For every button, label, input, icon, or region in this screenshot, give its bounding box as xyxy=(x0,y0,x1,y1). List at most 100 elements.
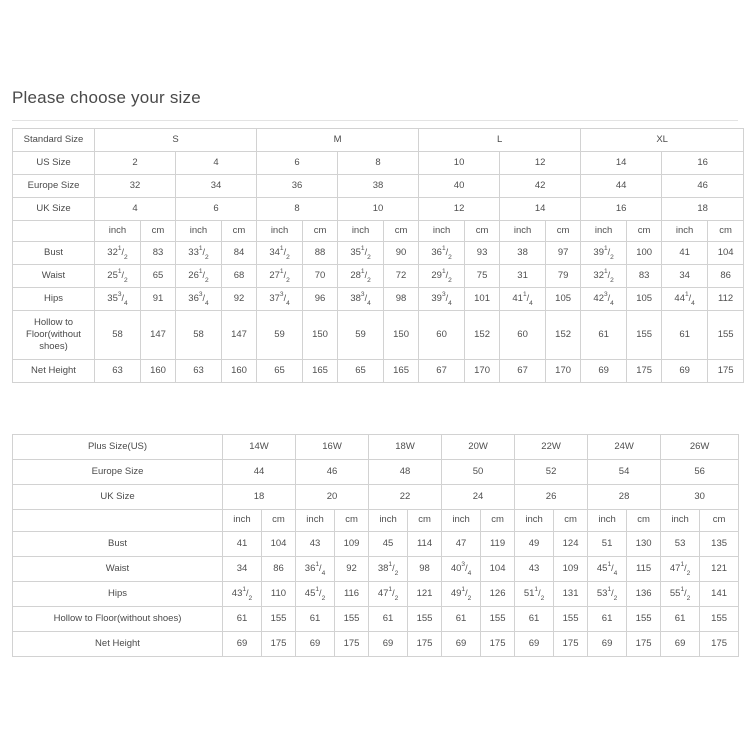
hips-cm-value: 98 xyxy=(383,287,420,311)
title-divider xyxy=(12,120,738,121)
bust-cm-value: 84 xyxy=(220,241,258,265)
plus-row-net-height: Net Height 69 175 69 175 69 175 69 175 69 175 69 175… xyxy=(12,631,740,657)
hips-cm-value: 105 xyxy=(545,287,582,311)
europe-size-value: 44 xyxy=(580,174,663,198)
size-group-header-xl: XL xyxy=(580,128,745,152)
hollow-to-floor-inch-value: 61 xyxy=(661,310,709,360)
plus-hips-cm-value: 116 xyxy=(334,581,370,607)
uk-size-value: 8 xyxy=(256,197,339,221)
plus-hollow-to-floor-cm-value: 155 xyxy=(553,606,589,632)
hollow-to-floor-cm-value: 150 xyxy=(302,310,339,360)
plus-waist-cm-value: 121 xyxy=(699,556,740,582)
row-label-europe-size: Europe Size xyxy=(12,174,95,198)
plus-plus-size-value: 22W xyxy=(514,434,589,460)
hips-cm-value: 96 xyxy=(302,287,339,311)
plus-row-hips: Hips 431/2 110 451/2 116 471/2 121 491/2 126 511/… xyxy=(12,581,740,607)
plus-net-height-inch-value: 69 xyxy=(587,631,628,657)
hips-inch-value: 393/4 xyxy=(418,287,466,311)
net-height-inch-value: 67 xyxy=(418,359,466,383)
hips-cm-value: 112 xyxy=(707,287,745,311)
plus-row-hollow-to-floor: Hollow to Floor(without shoes) 61 155 61 155… xyxy=(12,606,740,632)
hips-inch-value: 441/4 xyxy=(661,287,709,311)
waist-cm-value: 83 xyxy=(626,264,663,288)
waist-inch-value: 261/2 xyxy=(175,264,222,288)
unit-label-inch: inch xyxy=(661,220,709,242)
plus-unit-label-inch: inch xyxy=(587,509,628,532)
waist-inch-value: 321/2 xyxy=(580,264,628,288)
plus-net-height-inch-value: 69 xyxy=(660,631,701,657)
plus-waist-cm-value: 115 xyxy=(626,556,662,582)
plus-row-label-europe-size: Europe Size xyxy=(12,459,223,485)
row-label-net-height: Net Height xyxy=(12,359,95,383)
plus-waist-cm-value: 92 xyxy=(334,556,370,582)
unit-label-inch: inch xyxy=(580,220,628,242)
uk-size-value: 6 xyxy=(174,197,258,221)
us-size-value: 14 xyxy=(580,151,663,175)
uk-size-value: 10 xyxy=(337,197,420,221)
plus-net-height-cm-value: 175 xyxy=(480,631,516,657)
size-group-header-l: L xyxy=(418,128,582,152)
plus-unit-label-cm: cm xyxy=(334,509,370,532)
plus-unit-label-cm: cm xyxy=(407,509,443,532)
plus-bust-inch-value: 43 xyxy=(295,531,336,557)
hollow-to-floor-inch-value: 60 xyxy=(499,310,547,360)
plus-hips-inch-value: 431/2 xyxy=(222,581,262,607)
plus-bust-cm-value: 119 xyxy=(480,531,516,557)
plus-unit-label-cm: cm xyxy=(260,509,297,532)
standard-size-table: Standard Size S M L XL US Size 2 4 6 8 10 12 14 16 Eur… xyxy=(12,128,745,383)
plus-waist-cm-value: 86 xyxy=(260,556,297,582)
plus-units-row: inch cm inch cm inch cm inch cm inch cm inch cm inch… xyxy=(12,509,740,532)
plus-hips-cm-value: 121 xyxy=(407,581,443,607)
bust-inch-value: 391/2 xyxy=(580,241,628,265)
plus-europe-size-value: 50 xyxy=(441,459,516,485)
net-height-cm-value: 175 xyxy=(626,359,663,383)
waist-inch-value: 34 xyxy=(661,264,709,288)
hollow-to-floor-inch-value: 58 xyxy=(94,310,141,360)
standard-row-hollow-to-floor: Hollow to Floor(without shoes) 58 147 58 147… xyxy=(12,310,745,360)
uk-size-value: 18 xyxy=(661,197,745,221)
plus-waist-cm-value: 104 xyxy=(480,556,516,582)
bust-inch-value: 38 xyxy=(499,241,547,265)
hips-inch-value: 411/4 xyxy=(499,287,547,311)
plus-row-waist: Waist 34 86 361/4 92 381/2 98 403/4 104 43 109 451/… xyxy=(12,556,740,582)
hollow-to-floor-inch-value: 59 xyxy=(337,310,385,360)
bust-inch-value: 41 xyxy=(661,241,709,265)
hips-cm-value: 105 xyxy=(626,287,663,311)
waist-cm-value: 86 xyxy=(707,264,745,288)
standard-row-europe-size: Europe Size 32 34 36 38 40 42 44 46 xyxy=(12,174,745,198)
standard-row-bust: Bust 321/2 83 331/2 84 341/2 88 351/2 90 361/2 93 3… xyxy=(12,241,745,265)
plus-row-europe-size: Europe Size 44 46 48 50 52 54 56 xyxy=(12,459,740,485)
plus-waist-inch-value: 361/4 xyxy=(295,556,336,582)
plus-uk-size-value: 24 xyxy=(441,484,516,510)
standard-size-corner-label: Standard Size xyxy=(12,128,95,152)
plus-bust-cm-value: 104 xyxy=(260,531,297,557)
plus-unit-label-inch: inch xyxy=(660,509,701,532)
hollow-to-floor-inch-value: 61 xyxy=(580,310,628,360)
plus-hollow-to-floor-cm-value: 155 xyxy=(699,606,740,632)
plus-bust-inch-value: 47 xyxy=(441,531,482,557)
bust-cm-value: 100 xyxy=(626,241,663,265)
plus-hips-inch-value: 451/2 xyxy=(295,581,336,607)
plus-europe-size-value: 48 xyxy=(368,459,443,485)
plus-net-height-cm-value: 175 xyxy=(260,631,297,657)
plus-net-height-inch-value: 69 xyxy=(222,631,262,657)
hips-inch-value: 353/4 xyxy=(94,287,141,311)
bust-cm-value: 90 xyxy=(383,241,420,265)
plus-row-label-bust: Bust xyxy=(12,531,223,557)
plus-unit-label-inch: inch xyxy=(368,509,409,532)
uk-size-value: 16 xyxy=(580,197,663,221)
us-size-value: 4 xyxy=(174,151,258,175)
plus-hollow-to-floor-inch-value: 61 xyxy=(587,606,628,632)
unit-label-inch: inch xyxy=(256,220,304,242)
plus-waist-inch-value: 34 xyxy=(222,556,262,582)
hips-inch-value: 373/4 xyxy=(256,287,304,311)
bust-inch-value: 341/2 xyxy=(256,241,304,265)
bust-cm-value: 83 xyxy=(140,241,176,265)
net-height-inch-value: 63 xyxy=(94,359,141,383)
plus-europe-size-value: 46 xyxy=(295,459,370,485)
waist-cm-value: 72 xyxy=(383,264,420,288)
plus-net-height-cm-value: 175 xyxy=(553,631,589,657)
uk-size-value: 4 xyxy=(94,197,176,221)
hollow-to-floor-inch-value: 58 xyxy=(175,310,222,360)
net-height-cm-value: 160 xyxy=(220,359,258,383)
